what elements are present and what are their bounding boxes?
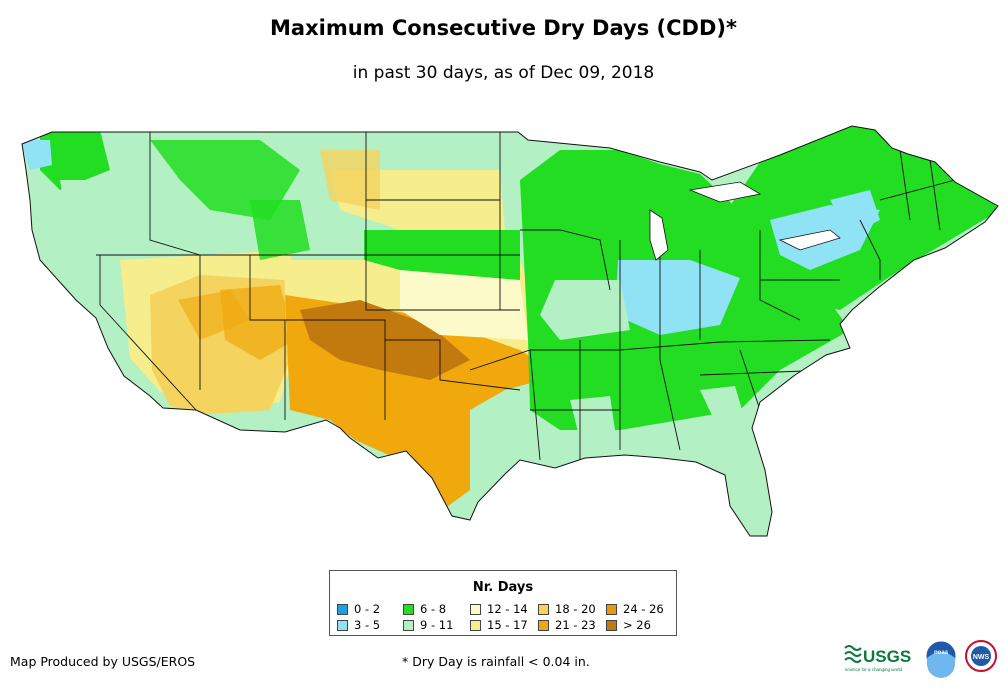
legend-item: 15 - 17	[470, 619, 528, 632]
state-borders	[96, 132, 956, 461]
legend-item: > 26	[606, 619, 651, 632]
map-subtitle: in past 30 days, as of Dec 09, 2018	[352, 63, 655, 83]
svg-text:USGS: USGS	[863, 647, 911, 666]
legend-swatch	[337, 620, 348, 631]
svg-text:science for a changing world: science for a changing world	[845, 667, 903, 672]
legend-swatch	[470, 620, 481, 631]
legend: Nr. Days 0 - 2 3 - 5 6 - 8 9 - 11 12 - 1…	[329, 570, 677, 636]
legend-swatch	[403, 604, 414, 615]
dry-day-footnote: * Dry Day is rainfall < 0.04 in.	[402, 654, 590, 669]
us-outline	[21, 125, 999, 537]
legend-item: 9 - 11	[403, 619, 453, 632]
usgs-logo: USGS science for a changing world	[844, 645, 911, 672]
legend-swatch	[538, 620, 549, 631]
map-land	[22, 126, 998, 536]
legend-swatch	[470, 604, 481, 615]
legend-swatch	[606, 604, 617, 615]
agency-logos: USGS science for a changing world noaa N…	[844, 640, 997, 678]
legend-swatch	[606, 620, 617, 631]
legend-title: Nr. Days	[472, 580, 534, 595]
nws-logo: NWS	[965, 640, 997, 672]
legend-item: 3 - 5	[337, 619, 380, 632]
legend-swatch	[403, 620, 414, 631]
legend-swatch	[337, 604, 348, 615]
legend-item: 12 - 14	[470, 603, 528, 616]
map-credit: Map Produced by USGS/EROS	[10, 654, 196, 669]
legend-swatch	[538, 604, 549, 615]
legend-item: 24 - 26	[606, 603, 664, 616]
legend-item: 6 - 8	[403, 603, 446, 616]
map-title: Maximum Consecutive Dry Days (CDD)*	[270, 16, 737, 40]
legend-item: 21 - 23	[538, 619, 596, 632]
noaa-logo: noaa	[926, 641, 956, 678]
legend-item: 18 - 20	[538, 603, 596, 616]
legend-item: 0 - 2	[337, 603, 380, 616]
great-lakes	[649, 181, 841, 261]
svg-text:noaa: noaa	[934, 650, 949, 656]
us-cdd-map	[21, 125, 999, 537]
svg-text:NWS: NWS	[973, 654, 990, 661]
